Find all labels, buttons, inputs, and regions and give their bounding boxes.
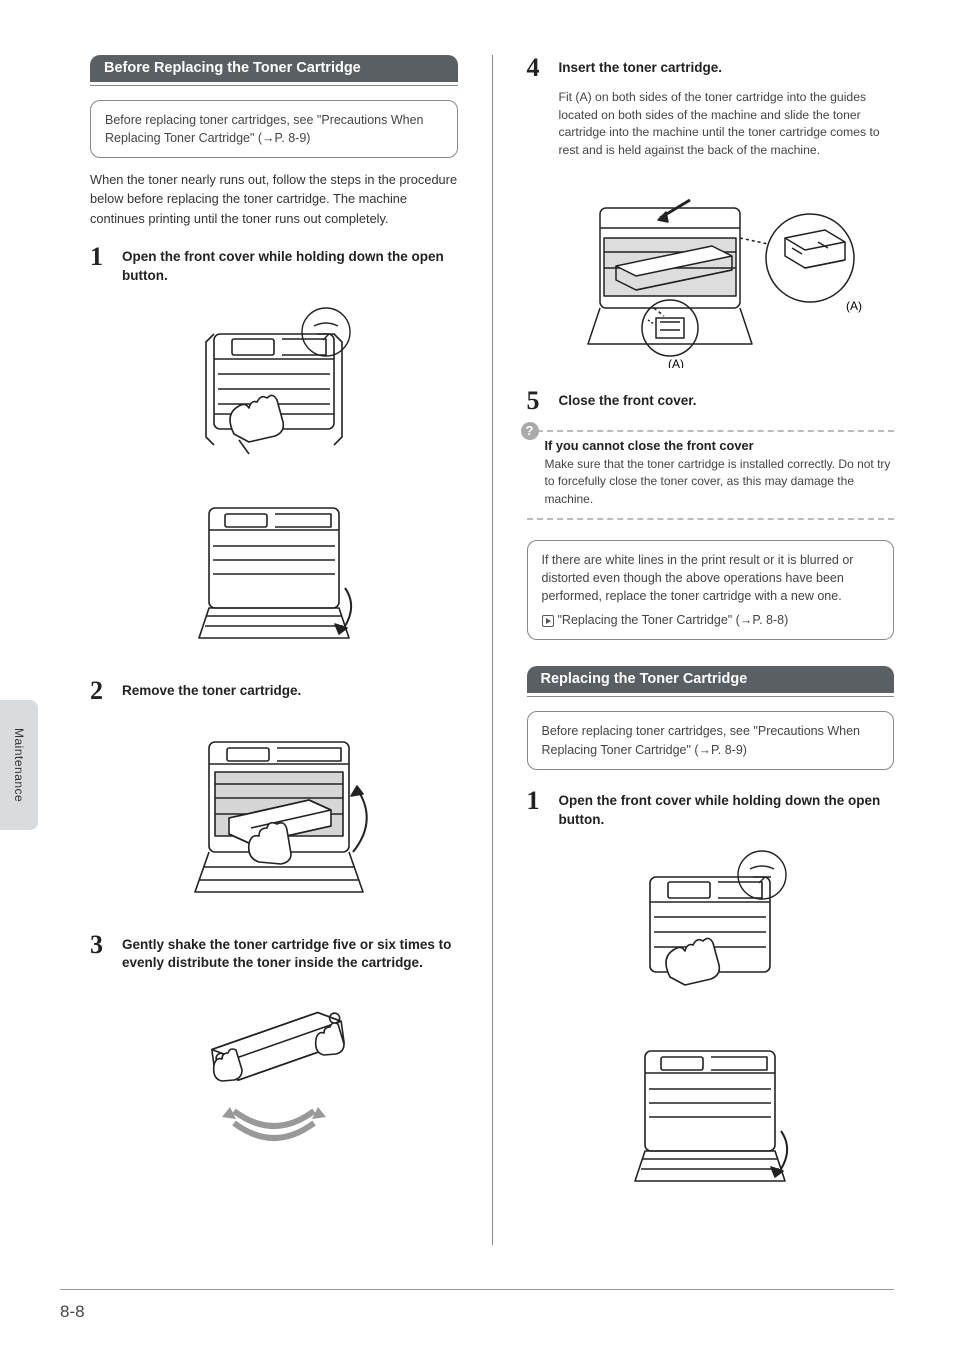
label-a-left: (A)	[668, 357, 684, 368]
right-column: 4 Insert the toner cartridge. Fit (A) on…	[527, 55, 895, 1245]
play-icon	[542, 615, 554, 627]
illus-insert-cartridge: (A) (A)	[550, 178, 870, 368]
step-5: 5 Close the front cover.	[527, 388, 895, 414]
step-title: Gently shake the toner cartridge five or…	[122, 936, 458, 974]
step-number: 3	[90, 932, 112, 958]
section-title-2: Replacing the Toner Cartridge	[527, 666, 895, 693]
step-2: 2 Remove the toner cartridge.	[90, 678, 458, 704]
column-divider	[492, 55, 493, 1245]
illus-open-cover-2	[169, 488, 379, 658]
help-body: Make sure that the toner cartridge is in…	[545, 456, 895, 508]
side-tab-label: Maintenance	[12, 728, 26, 802]
precaution-note-2: Before replacing toner cartridges, see "…	[527, 711, 895, 769]
step-title: Close the front cover.	[559, 392, 697, 411]
step-number: 1	[527, 788, 549, 814]
step-number: 1	[90, 244, 112, 270]
left-column: Before Replacing the Toner Cartridge Bef…	[90, 55, 458, 1245]
step-title: Insert the toner cartridge.	[559, 59, 723, 78]
step-number: 4	[527, 55, 549, 81]
step2-1: 1 Open the front cover while holding dow…	[527, 788, 895, 830]
step-3: 3 Gently shake the toner cartridge five …	[90, 932, 458, 974]
help-icon: ?	[521, 422, 539, 440]
step-number: 5	[527, 388, 549, 414]
tip-ref: "Replacing the Toner Cartridge" (→P. 8-8…	[558, 613, 789, 627]
tip-text: If there are white lines in the print re…	[542, 551, 880, 605]
section-title: Before Replacing the Toner Cartridge	[90, 55, 458, 82]
content-columns: Before Replacing the Toner Cartridge Bef…	[90, 55, 894, 1245]
label-a-right: (A)	[846, 299, 862, 313]
illus-remove-cartridge	[159, 722, 389, 912]
illus-open-cover-r2	[605, 1031, 815, 1201]
step-title: Open the front cover while holding down …	[559, 792, 895, 830]
page-number: 8-8	[60, 1302, 85, 1322]
help-block: ? If you cannot close the front cover Ma…	[527, 430, 895, 520]
intro-text: When the toner nearly runs out, follow t…	[90, 170, 458, 228]
step-1: 1 Open the front cover while holding dow…	[90, 244, 458, 286]
tip-ref-row: "Replacing the Toner Cartridge" (→P. 8-8…	[542, 611, 880, 629]
step-4: 4 Insert the toner cartridge.	[527, 55, 895, 81]
section-header-replacing: Replacing the Toner Cartridge	[527, 666, 895, 711]
step-4-sub: Fit (A) on both sides of the toner cartr…	[559, 89, 895, 160]
illus-open-cover-r1	[610, 847, 810, 1007]
step-title: Open the front cover while holding down …	[122, 248, 458, 286]
illus-shake-cartridge	[174, 991, 374, 1151]
precaution-note: Before replacing toner cartridges, see "…	[90, 100, 458, 158]
tip-box: If there are white lines in the print re…	[527, 540, 895, 641]
help-title: If you cannot close the front cover	[545, 438, 895, 453]
section-header-before: Before Replacing the Toner Cartridge	[90, 55, 458, 100]
illus-open-cover-1	[174, 304, 374, 464]
footer-rule	[60, 1289, 894, 1290]
side-tab: Maintenance	[0, 700, 38, 830]
step-title: Remove the toner cartridge.	[122, 682, 301, 701]
step-number: 2	[90, 678, 112, 704]
